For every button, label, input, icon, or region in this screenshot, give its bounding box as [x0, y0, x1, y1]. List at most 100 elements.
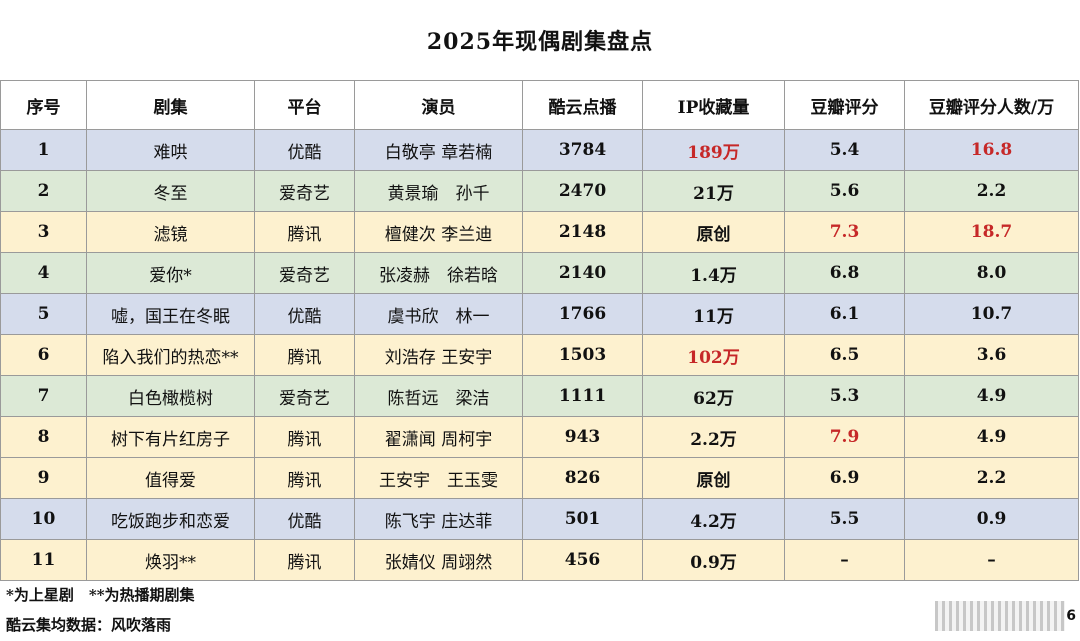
table-header-row: 序号 剧集 平台 演员 酷云点播 IP收藏量 豆瓣评分 豆瓣评分人数/万	[0, 80, 1079, 130]
cell-no: 6	[0, 334, 87, 376]
page-title: 2025年现偶剧集盘点	[426, 29, 654, 55]
cell-no: 11	[0, 539, 87, 581]
cell-kuyun: 1766	[522, 293, 643, 335]
cell-actors: 陈哲远 梁洁	[354, 375, 523, 417]
cell-kuyun: 2148	[522, 211, 643, 253]
cell-platform: 腾讯	[254, 457, 355, 499]
cell-kuyun: 456	[522, 539, 643, 581]
cell-score: 6.9	[784, 457, 905, 499]
cell-score: 5.4	[784, 129, 905, 171]
table-row: 6 陷入我们的热恋** 腾讯 刘浩存 王安宇 1503 102万 6.5 3.6	[0, 334, 1079, 376]
cell-platform: 腾讯	[254, 211, 355, 253]
cell-kuyun: 1111	[522, 375, 643, 417]
cell-platform: 优酷	[254, 293, 355, 335]
cell-no: 3	[0, 211, 87, 253]
cell-actors: 张婧仪 周翊然	[354, 539, 523, 581]
cell-raters: 18.7	[904, 211, 1079, 253]
cell-drama: 陷入我们的热恋**	[86, 334, 255, 376]
cell-drama: 嘘，国王在冬眠	[86, 293, 255, 335]
header-no: 序号	[0, 80, 87, 130]
cell-raters: 4.9	[904, 375, 1079, 417]
cell-kuyun: 2140	[522, 252, 643, 294]
cell-kuyun: 2470	[522, 170, 643, 212]
cell-no: 2	[0, 170, 87, 212]
cell-score: 7.9	[784, 416, 905, 458]
cell-drama: 冬至	[86, 170, 255, 212]
header-score: 豆瓣评分	[784, 80, 905, 130]
table-row: 1 难哄 优酷 白敬亭 章若楠 3784 189万 5.4 16.8	[0, 129, 1079, 171]
cell-no: 10	[0, 498, 87, 540]
cell-ip: 4.2万	[642, 498, 785, 540]
cell-no: 4	[0, 252, 87, 294]
cell-ip: 11万	[642, 293, 785, 335]
cell-drama: 吃饭跑步和恋爱	[86, 498, 255, 540]
cell-drama: 滤镜	[86, 211, 255, 253]
cell-raters: 10.7	[904, 293, 1079, 335]
cell-actors: 王安宇 王玉雯	[354, 457, 523, 499]
cell-ip: 1.4万	[642, 252, 785, 294]
drama-table: 序号 剧集 平台 演员 酷云点播 IP收藏量 豆瓣评分 豆瓣评分人数/万 1 难哄…	[0, 80, 1079, 581]
cell-platform: 优酷	[254, 498, 355, 540]
cell-platform: 腾讯	[254, 334, 355, 376]
cell-raters: 2.2	[904, 170, 1079, 212]
cell-drama: 焕羽**	[86, 539, 255, 581]
cell-raters: 8.0	[904, 252, 1079, 294]
cell-score: 6.8	[784, 252, 905, 294]
cell-raters: 2.2	[904, 457, 1079, 499]
table-row: 9 值得爱 腾讯 王安宇 王玉雯 826 原创 6.9 2.2	[0, 457, 1079, 499]
header-drama: 剧集	[86, 80, 255, 130]
cell-no: 7	[0, 375, 87, 417]
cell-actors: 陈飞宇 庄达菲	[354, 498, 523, 540]
cell-score: 5.6	[784, 170, 905, 212]
cell-kuyun: 1503	[522, 334, 643, 376]
cell-no: 9	[0, 457, 87, 499]
header-platform: 平台	[254, 80, 355, 130]
cell-actors: 虞书欣 林一	[354, 293, 523, 335]
cell-score: 7.3	[784, 211, 905, 253]
table-row: 5 嘘，国王在冬眠 优酷 虞书欣 林一 1766 11万 6.1 10.7	[0, 293, 1079, 335]
cell-ip: 原创	[642, 211, 785, 253]
cell-actors: 檀健次 李兰迪	[354, 211, 523, 253]
cell-ip: 189万	[642, 129, 785, 171]
cell-raters: 4.9	[904, 416, 1079, 458]
table-row: 10 吃饭跑步和恋爱 优酷 陈飞宇 庄达菲 501 4.2万 5.5 0.9	[0, 498, 1079, 540]
cell-kuyun: 826	[522, 457, 643, 499]
cell-platform: 爱奇艺	[254, 375, 355, 417]
cell-platform: 爱奇艺	[254, 170, 355, 212]
cell-drama: 树下有片红房子	[86, 416, 255, 458]
cell-score: 5.3	[784, 375, 905, 417]
cell-kuyun: 3784	[522, 129, 643, 171]
cell-platform: 腾讯	[254, 539, 355, 581]
cell-ip: 2.2万	[642, 416, 785, 458]
cell-ip: 原创	[642, 457, 785, 499]
cell-ip: 21万	[642, 170, 785, 212]
watermark-logo	[935, 601, 1065, 631]
cell-platform: 腾讯	[254, 416, 355, 458]
header-raters: 豆瓣评分人数/万	[904, 80, 1079, 130]
table-row: 4 爱你* 爱奇艺 张凌赫 徐若晗 2140 1.4万 6.8 8.0	[0, 252, 1079, 294]
cell-kuyun: 943	[522, 416, 643, 458]
header-actors: 演员	[354, 80, 523, 130]
cell-drama: 难哄	[86, 129, 255, 171]
table-row: 2 冬至 爱奇艺 黄景瑜 孙千 2470 21万 5.6 2.2	[0, 170, 1079, 212]
table-row: 11 焕羽** 腾讯 张婧仪 周翊然 456 0.9万 – –	[0, 539, 1079, 581]
cell-no: 8	[0, 416, 87, 458]
cell-score: –	[784, 539, 905, 581]
cell-no: 5	[0, 293, 87, 335]
cell-platform: 优酷	[254, 129, 355, 171]
cell-actors: 刘浩存 王安宇	[354, 334, 523, 376]
cell-score: 5.5	[784, 498, 905, 540]
cell-platform: 爱奇艺	[254, 252, 355, 294]
cell-score: 6.5	[784, 334, 905, 376]
table-row: 7 白色橄榄树 爱奇艺 陈哲远 梁洁 1111 62万 5.3 4.9	[0, 375, 1079, 417]
header-ip: IP收藏量	[642, 80, 785, 130]
cell-kuyun: 501	[522, 498, 643, 540]
watermark-digit: 6	[1066, 608, 1076, 624]
cell-no: 1	[0, 129, 87, 171]
cell-raters: 0.9	[904, 498, 1079, 540]
cell-raters: 3.6	[904, 334, 1079, 376]
cell-score: 6.1	[784, 293, 905, 335]
cell-raters: 16.8	[904, 129, 1079, 171]
cell-actors: 翟潇闻 周柯宇	[354, 416, 523, 458]
cell-drama: 爱你*	[86, 252, 255, 294]
